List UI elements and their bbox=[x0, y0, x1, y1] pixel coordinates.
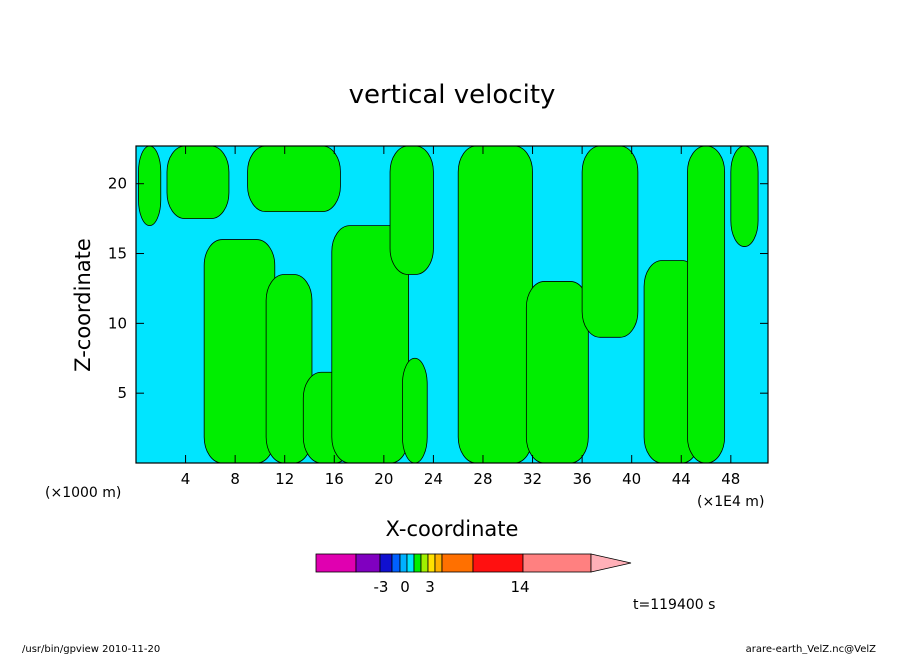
positive-region-3 bbox=[247, 145, 341, 213]
y-axis-ticks: 5 10 15 20 bbox=[108, 175, 768, 402]
colorbar-labels: -3 0 3 14 bbox=[374, 578, 530, 596]
colorbar-swatch-8 bbox=[427, 553, 436, 573]
positive-velocity-regions bbox=[138, 145, 759, 464]
colorbar-swatch-4 bbox=[399, 553, 408, 573]
footer-right: arare-earth_VelZ.nc@VelZ bbox=[746, 644, 877, 654]
positive-region-0 bbox=[138, 145, 162, 226]
positive-region-14 bbox=[730, 145, 759, 247]
colorbar-swatch-5 bbox=[406, 553, 415, 573]
colorbar-swatch-7 bbox=[420, 553, 429, 573]
x-tick-label-6: 28 bbox=[473, 470, 492, 488]
x-axis-label: X-coordinate bbox=[386, 517, 519, 541]
x-tick-label-8: 36 bbox=[573, 470, 592, 488]
time-label: t=119400 s bbox=[633, 597, 715, 613]
positive-region-11 bbox=[581, 145, 639, 338]
colorbar-swatch-11 bbox=[472, 553, 524, 573]
positive-region-7 bbox=[389, 145, 434, 275]
x-tick-label-5: 24 bbox=[424, 470, 443, 488]
x-tick-label-4: 20 bbox=[374, 470, 393, 488]
plot-frame bbox=[135, 145, 769, 464]
colorbar-swatch-10 bbox=[441, 553, 474, 573]
x-tick-label-11: 48 bbox=[721, 470, 740, 488]
colorbar-swatch-6 bbox=[413, 553, 422, 573]
positive-region-8 bbox=[402, 357, 428, 464]
positive-region-13 bbox=[687, 145, 726, 464]
y-tick-label-1: 10 bbox=[108, 314, 127, 332]
colorbar-swatch-9 bbox=[434, 553, 443, 573]
colorbar-swatch-12 bbox=[522, 553, 592, 573]
colorbar-swatch-2 bbox=[379, 553, 393, 573]
x-tick-label-1: 8 bbox=[230, 470, 240, 488]
y-tick-label-2: 15 bbox=[108, 245, 127, 263]
positive-region-9 bbox=[457, 145, 533, 464]
colorbar-label-2: 3 bbox=[425, 578, 435, 596]
positive-region-2 bbox=[203, 239, 276, 464]
x-tick-label-0: 4 bbox=[181, 470, 191, 488]
footer-left: /usr/bin/gpview 2010-11-20 bbox=[22, 644, 160, 654]
colorbar bbox=[315, 553, 632, 573]
x-tick-label-7: 32 bbox=[523, 470, 542, 488]
y-axis-label: Z-coordinate bbox=[71, 238, 95, 372]
positive-region-1 bbox=[166, 145, 230, 220]
colorbar-label-0: -3 bbox=[374, 578, 389, 596]
colorbar-swatch-3 bbox=[391, 553, 401, 573]
x-unit-left: (×1000 m) bbox=[45, 485, 121, 501]
y-tick-label-3: 20 bbox=[108, 175, 127, 193]
positive-region-10 bbox=[525, 281, 589, 464]
colorbar-label-1: 0 bbox=[400, 578, 410, 596]
colorbar-extend-arrow bbox=[590, 553, 632, 573]
chart-title: vertical velocity bbox=[349, 80, 556, 110]
x-unit-right: (×1E4 m) bbox=[697, 494, 764, 510]
x-tick-label-10: 44 bbox=[672, 470, 691, 488]
y-tick-label-0: 5 bbox=[117, 384, 127, 402]
x-axis-ticks: 4 8 12 16 20 24 28 32 36 40 44 48 bbox=[181, 146, 740, 488]
colorbar-label-3: 14 bbox=[510, 578, 529, 596]
colorbar-swatch-0 bbox=[315, 553, 357, 573]
colorbar-swatch-1 bbox=[355, 553, 381, 573]
x-tick-label-3: 16 bbox=[325, 470, 344, 488]
x-tick-label-2: 12 bbox=[275, 470, 294, 488]
x-tick-label-9: 40 bbox=[622, 470, 641, 488]
